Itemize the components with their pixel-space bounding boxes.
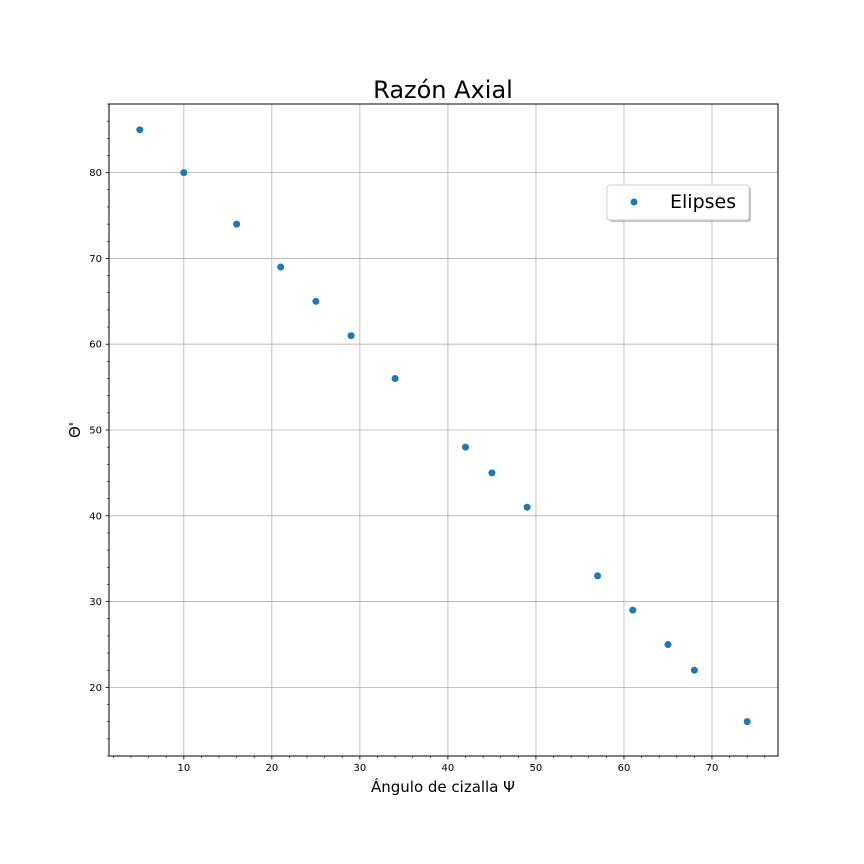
x-tick-label: 70 [706, 763, 719, 774]
y-tick-label: 60 [89, 340, 102, 351]
y-tick-label: 70 [89, 254, 102, 265]
y-tick-label: 20 [89, 683, 102, 694]
x-tick-label: 30 [354, 763, 367, 774]
legend-box [606, 184, 750, 221]
plot-frame [108, 103, 779, 757]
y-tick-label: 50 [89, 426, 102, 437]
data-point [629, 606, 637, 614]
chart-title: Razón Axial [373, 76, 513, 104]
legend-label: Elipses [670, 191, 736, 213]
data-point [488, 469, 496, 477]
x-tick-label: 60 [618, 763, 631, 774]
axis-ticks: 10 20 30 40 50 60 70 20 30 40 50 60 70 80 [89, 103, 766, 774]
y-axis-label: Θ' [66, 422, 84, 438]
data-point [233, 220, 241, 228]
x-tick-label: 10 [177, 763, 190, 774]
data-point [136, 126, 144, 134]
x-axis-label: Ángulo de cizalla Ψ [371, 777, 515, 796]
data-point [690, 666, 698, 674]
data-point [743, 718, 751, 726]
x-tick-label: 40 [442, 763, 455, 774]
x-tick-label: 20 [265, 763, 278, 774]
legend: Elipses [606, 184, 751, 222]
data-point [347, 332, 355, 340]
x-tick-label: 50 [530, 763, 543, 774]
y-tick-label: 30 [89, 597, 102, 608]
data-point [277, 263, 285, 271]
data-point [391, 375, 399, 383]
data-point [664, 640, 672, 648]
data-point [594, 572, 602, 580]
y-tick-label: 40 [89, 511, 102, 522]
y-tick-label: 80 [89, 168, 102, 179]
data-point [523, 503, 531, 511]
legend-marker [630, 198, 638, 206]
data-point [462, 443, 470, 451]
data-point [180, 169, 188, 177]
data-point [312, 297, 320, 305]
data-points [136, 126, 751, 726]
